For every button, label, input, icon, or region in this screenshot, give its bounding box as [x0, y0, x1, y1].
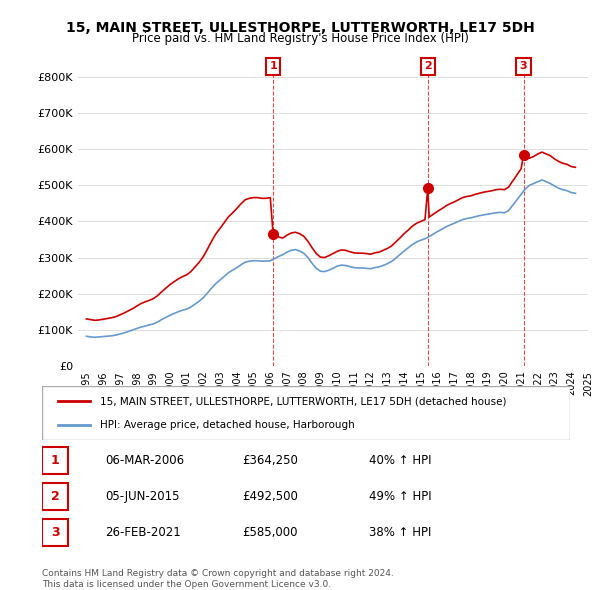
Text: 15, MAIN STREET, ULLESTHORPE, LUTTERWORTH, LE17 5DH: 15, MAIN STREET, ULLESTHORPE, LUTTERWORT…: [65, 21, 535, 35]
Text: 3: 3: [520, 61, 527, 71]
Text: 05-JUN-2015: 05-JUN-2015: [106, 490, 180, 503]
Text: 38% ↑ HPI: 38% ↑ HPI: [370, 526, 432, 539]
Text: Contains HM Land Registry data © Crown copyright and database right 2024.
This d: Contains HM Land Registry data © Crown c…: [42, 569, 394, 589]
Text: 1: 1: [269, 61, 277, 71]
Text: £364,250: £364,250: [242, 454, 299, 467]
Text: 2: 2: [51, 490, 59, 503]
Text: HPI: Average price, detached house, Harborough: HPI: Average price, detached house, Harb…: [100, 419, 355, 430]
Text: 2: 2: [424, 61, 431, 71]
Text: 26-FEB-2021: 26-FEB-2021: [106, 526, 181, 539]
Text: Price paid vs. HM Land Registry's House Price Index (HPI): Price paid vs. HM Land Registry's House …: [131, 32, 469, 45]
FancyBboxPatch shape: [42, 519, 68, 546]
Text: 1: 1: [51, 454, 59, 467]
Text: 15, MAIN STREET, ULLESTHORPE, LUTTERWORTH, LE17 5DH (detached house): 15, MAIN STREET, ULLESTHORPE, LUTTERWORT…: [100, 396, 506, 407]
FancyBboxPatch shape: [42, 483, 68, 510]
Text: 06-MAR-2006: 06-MAR-2006: [106, 454, 184, 467]
FancyBboxPatch shape: [42, 447, 68, 474]
FancyBboxPatch shape: [42, 386, 570, 440]
Text: 3: 3: [51, 526, 59, 539]
Text: £492,500: £492,500: [242, 490, 299, 503]
Text: 40% ↑ HPI: 40% ↑ HPI: [370, 454, 432, 467]
Text: £585,000: £585,000: [242, 526, 298, 539]
Text: 49% ↑ HPI: 49% ↑ HPI: [370, 490, 432, 503]
